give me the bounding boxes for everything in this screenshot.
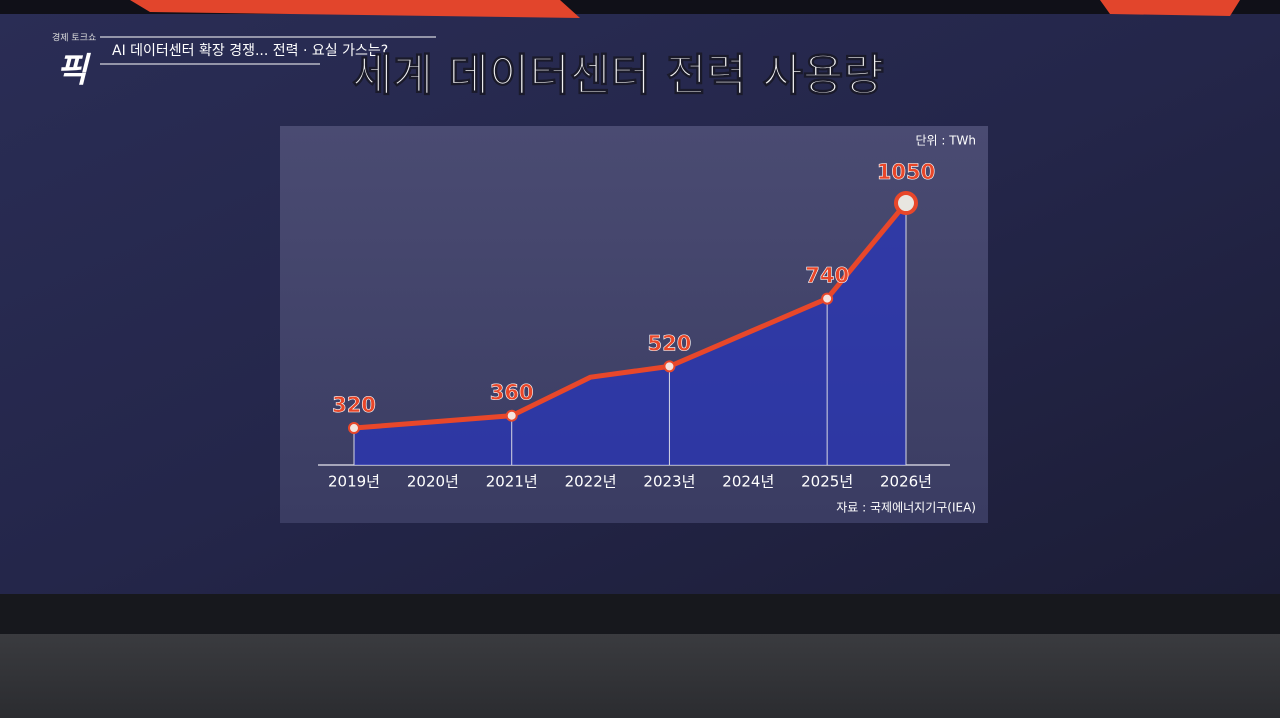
point bbox=[348, 422, 360, 435]
top-light bbox=[130, 0, 580, 18]
line bbox=[351, 200, 909, 431]
x-tick-label: 2022년 bbox=[565, 473, 617, 491]
area bbox=[354, 203, 906, 465]
x-tick-label: 2020년 bbox=[407, 473, 459, 491]
stage-edge bbox=[0, 594, 1280, 634]
source-label: 자료 : 국제에너지기구(IEA) bbox=[836, 501, 976, 515]
unit-label: 단위 : TWh bbox=[915, 134, 976, 148]
show-name: 경제 토크쇼 bbox=[52, 32, 96, 44]
value-label: 1050 bbox=[877, 160, 935, 184]
x-tick-label: 2024년 bbox=[722, 473, 774, 491]
point bbox=[894, 191, 918, 216]
x-tick-label: 2021년 bbox=[486, 473, 538, 491]
logo: 픽 bbox=[56, 51, 91, 91]
top-light bbox=[1100, 0, 1240, 16]
floor bbox=[0, 634, 1280, 718]
value-label: 740 bbox=[805, 264, 849, 288]
point bbox=[505, 409, 518, 422]
value-label: 360 bbox=[490, 381, 534, 405]
x-tick-label: 2026년 bbox=[880, 473, 932, 491]
x-tick-label: 2025년 bbox=[801, 473, 853, 491]
x-tick-label: 2019년 bbox=[328, 473, 380, 491]
x-tick-label: 2023년 bbox=[643, 473, 695, 491]
point bbox=[821, 292, 834, 305]
value-label: 520 bbox=[648, 331, 692, 355]
caption: AI 데이터센터 확장 경쟁... 전력 · 요실 가스는? bbox=[112, 43, 388, 59]
point bbox=[663, 360, 676, 373]
chart-title: 세계 데이터센터 전력 사용량 bbox=[352, 50, 884, 101]
value-label: 320 bbox=[332, 393, 376, 417]
